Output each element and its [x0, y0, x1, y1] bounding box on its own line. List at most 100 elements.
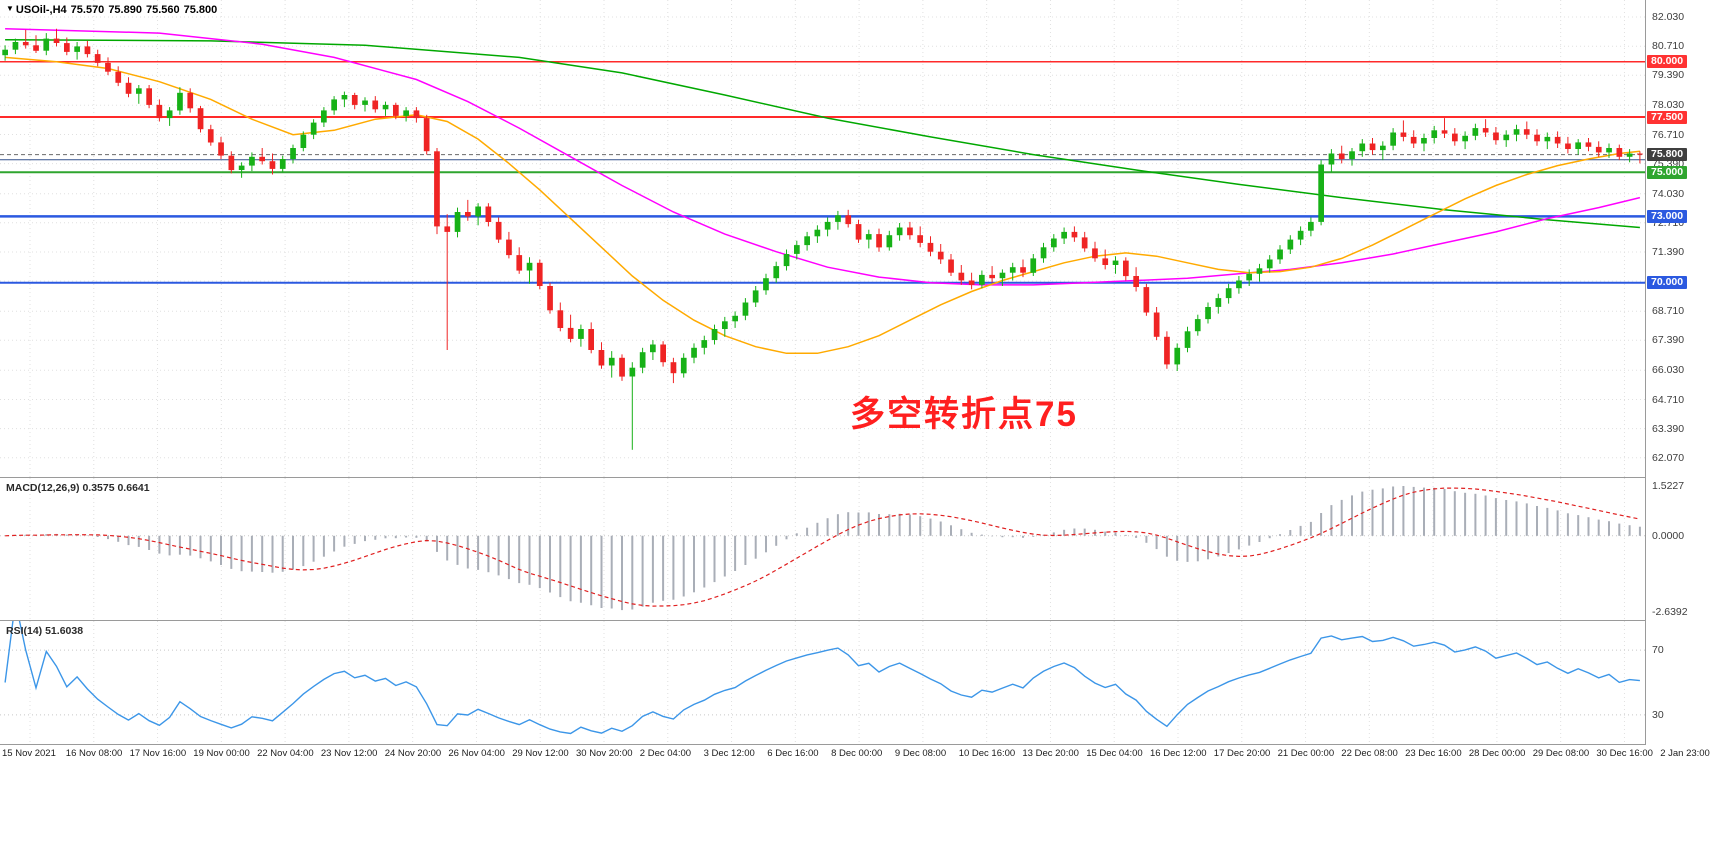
- candle-body: [598, 350, 605, 366]
- date-axis-label: 15 Nov 2021: [2, 748, 56, 759]
- date-axis-label: 9 Dec 08:00: [894, 748, 947, 759]
- macd-axis-max: 1.5227: [1652, 480, 1685, 492]
- date-axis-label: 17 Dec 20:00: [1213, 748, 1271, 759]
- candle-body: [1123, 260, 1129, 277]
- candle-body: [506, 239, 512, 256]
- price-axis[interactable]: 82.030 80.710 79.390 78.030 76.710 75.390 74.0…: [1645, 0, 1722, 745]
- candle-body: [691, 347, 697, 358]
- candle-body: [1051, 238, 1057, 248]
- candle-body: [166, 110, 173, 119]
- candle-body: [321, 110, 327, 123]
- candle-body: [1277, 249, 1283, 260]
- candle-body: [1266, 259, 1273, 269]
- candle-body: [752, 290, 759, 303]
- date-axis-label: 16 Dec 12:00: [1150, 748, 1207, 759]
- candle-body: [804, 236, 810, 246]
- candle-body: [1009, 267, 1016, 273]
- price-level-badge: 73.000: [1647, 209, 1688, 223]
- candle-body: [948, 259, 954, 273]
- date-axis-label: 30 Dec 16:00: [1596, 748, 1653, 759]
- date-axis-label: 17 Nov 16:00: [129, 748, 187, 759]
- candle-body: [1482, 128, 1489, 133]
- candle-body: [865, 234, 872, 240]
- date-axis-label: 21 Dec 00:00: [1277, 748, 1335, 759]
- panel-separator[interactable]: [0, 620, 1722, 621]
- candle-body: [958, 272, 965, 281]
- candle-body: [711, 329, 718, 340]
- date-axis-label: 26 Nov 04:00: [448, 748, 505, 759]
- candle-body: [1503, 134, 1510, 141]
- candle-body: [1246, 273, 1252, 281]
- candle-body: [1523, 129, 1530, 135]
- candle-body: [1308, 221, 1314, 231]
- panel-separator[interactable]: [0, 477, 1722, 478]
- candle-body: [423, 118, 430, 152]
- price-axis-label: 68.710: [1652, 305, 1685, 318]
- date-axis-label: 13 Dec 20:00: [1022, 748, 1079, 759]
- candle-body: [1133, 276, 1139, 287]
- candle-body: [156, 104, 163, 119]
- macd-signal-line[interactable]: [5, 487, 1641, 607]
- candle-body: [660, 344, 666, 363]
- candle-body: [588, 329, 594, 350]
- candle-body: [680, 357, 687, 374]
- candle-body: [495, 221, 502, 240]
- macd-axis-zero: 0.0000: [1652, 529, 1685, 542]
- candle-body: [351, 95, 358, 105]
- candle-body: [1606, 148, 1612, 153]
- candle-body: [937, 251, 944, 260]
- candle-body: [1410, 136, 1417, 144]
- candle-body: [1349, 151, 1355, 159]
- window-menu-icon[interactable]: ▼: [6, 4, 14, 13]
- macd-panel-canvas[interactable]: [0, 478, 1645, 620]
- candle-body: [341, 95, 348, 100]
- rsi-line[interactable]: [4, 621, 1640, 735]
- candle-body: [64, 43, 70, 52]
- candle-body: [1256, 268, 1263, 274]
- date-axis-label: 30 Nov 20:00: [576, 748, 633, 759]
- candle-body: [2, 49, 8, 56]
- date-axis-label: 2 Dec 04:00: [639, 748, 692, 759]
- candle-body: [742, 302, 749, 316]
- candle-body: [1359, 143, 1366, 152]
- macd-axis-min: -2.6392: [1652, 606, 1688, 618]
- date-axis-label: 24 Nov 20:00: [384, 748, 442, 759]
- candle-body: [1421, 138, 1427, 144]
- price-axis-label: 80.710: [1652, 40, 1685, 53]
- price-level-badge: 70.000: [1647, 276, 1688, 290]
- candle-body: [146, 88, 152, 105]
- candle-body: [1184, 331, 1191, 348]
- candle-body: [413, 110, 420, 119]
- candle-body: [732, 315, 738, 322]
- candle-body: [177, 92, 183, 111]
- candle-body: [557, 310, 564, 328]
- price-axis-label: 82.030: [1652, 11, 1685, 23]
- ma-green[interactable]: [5, 38, 1640, 229]
- ma-orange[interactable]: [5, 56, 1640, 355]
- rsi-panel-canvas[interactable]: [0, 621, 1645, 744]
- date-axis-label: 16 Nov 08:00: [65, 748, 123, 759]
- candle-body: [824, 221, 831, 230]
- candle-body: [1174, 347, 1181, 365]
- candle-body: [1513, 129, 1520, 135]
- quote-low: 75.560: [145, 4, 180, 16]
- candle-body: [1462, 135, 1468, 142]
- annotation-text[interactable]: 多空转折点75: [850, 395, 1078, 434]
- candle-body: [331, 99, 337, 111]
- ma-magenta[interactable]: [5, 27, 1641, 286]
- candle-body: [53, 38, 60, 43]
- candle-body: [1236, 280, 1242, 289]
- date-axis-label: 23 Dec 16:00: [1405, 748, 1462, 759]
- candle-body: [94, 54, 101, 63]
- time-axis[interactable]: 15 Nov 2021 16 Nov 08:00 17 Nov 16:00 19 No…: [0, 745, 1722, 765]
- main-chart-canvas[interactable]: [0, 0, 1645, 477]
- price-axis-label: 79.390: [1652, 69, 1685, 82]
- candle-body: [989, 274, 995, 279]
- candle-body: [1071, 231, 1078, 238]
- candle-body: [701, 340, 708, 348]
- price-level-badge: 75.000: [1647, 165, 1688, 179]
- candle-body: [372, 100, 379, 110]
- candle-body: [238, 165, 245, 170]
- quote-high: 75.890: [108, 4, 142, 16]
